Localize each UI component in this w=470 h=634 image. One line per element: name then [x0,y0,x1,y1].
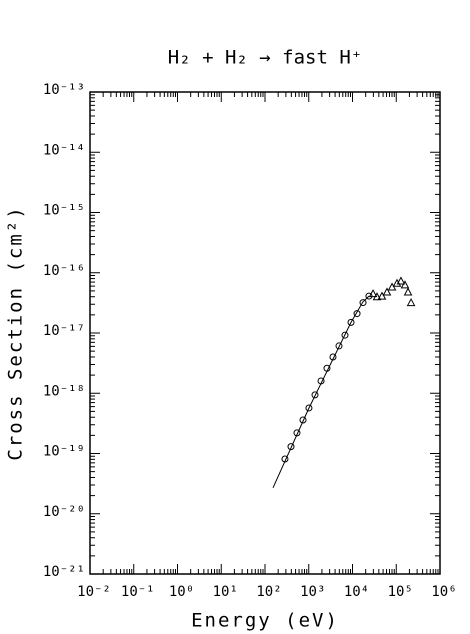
data-point [287,443,295,451]
data-point [317,377,325,385]
data-point [368,289,378,298]
x-axis-label: Energy (eV) [191,610,339,632]
x-tick-label: 10⁴ [344,584,369,600]
data-point [293,429,301,437]
y-tick-label: 10⁻¹⁶ [43,263,85,279]
data-point [377,291,387,300]
data-line [272,295,370,489]
data-point [359,299,367,307]
data-point [372,292,382,301]
x-tick-label: 10⁰ [169,584,194,600]
y-tick-label: 10⁻¹³ [43,82,85,98]
x-tick-label: 10³ [300,584,325,600]
data-point [281,455,289,463]
y-tick-label: 10⁻²¹ [43,564,85,580]
data-point [353,310,361,318]
data-point [365,292,373,300]
x-tick-label: 10² [256,584,281,600]
data-point [396,276,406,285]
y-axis-label: Cross Section (cm²) [5,205,27,460]
data-point [387,282,397,291]
x-tick-label: 10¹ [213,584,238,600]
y-tick-label: 10⁻¹⁷ [43,323,85,339]
data-point [329,353,337,361]
plot-frame [89,91,441,575]
data-point [311,391,319,399]
y-tick-label: 10⁻¹⁴ [43,142,85,158]
data-point [347,318,355,326]
data-point [403,287,413,296]
y-tick-label: 10⁻¹⁹ [43,444,85,460]
data-point [392,278,402,287]
y-tick-label: 10⁻¹⁵ [43,203,85,219]
data-point [323,364,331,372]
chart-title: H₂ + H₂ → fast H⁺ [168,47,362,69]
y-tick-label: 10⁻¹⁸ [43,383,85,399]
x-tick-label: 10⁻¹ [121,584,155,600]
data-point [299,416,307,424]
x-tick-label: 10⁻² [77,584,111,600]
data-point [305,404,313,412]
data-point [406,298,416,307]
data-point [400,280,410,289]
data-point [335,342,343,350]
data-point [341,331,349,339]
y-tick-label: 10⁻²⁰ [43,504,85,520]
data-point [382,287,392,296]
x-tick-label: 10⁶ [431,584,456,600]
x-tick-label: 10⁵ [388,584,413,600]
